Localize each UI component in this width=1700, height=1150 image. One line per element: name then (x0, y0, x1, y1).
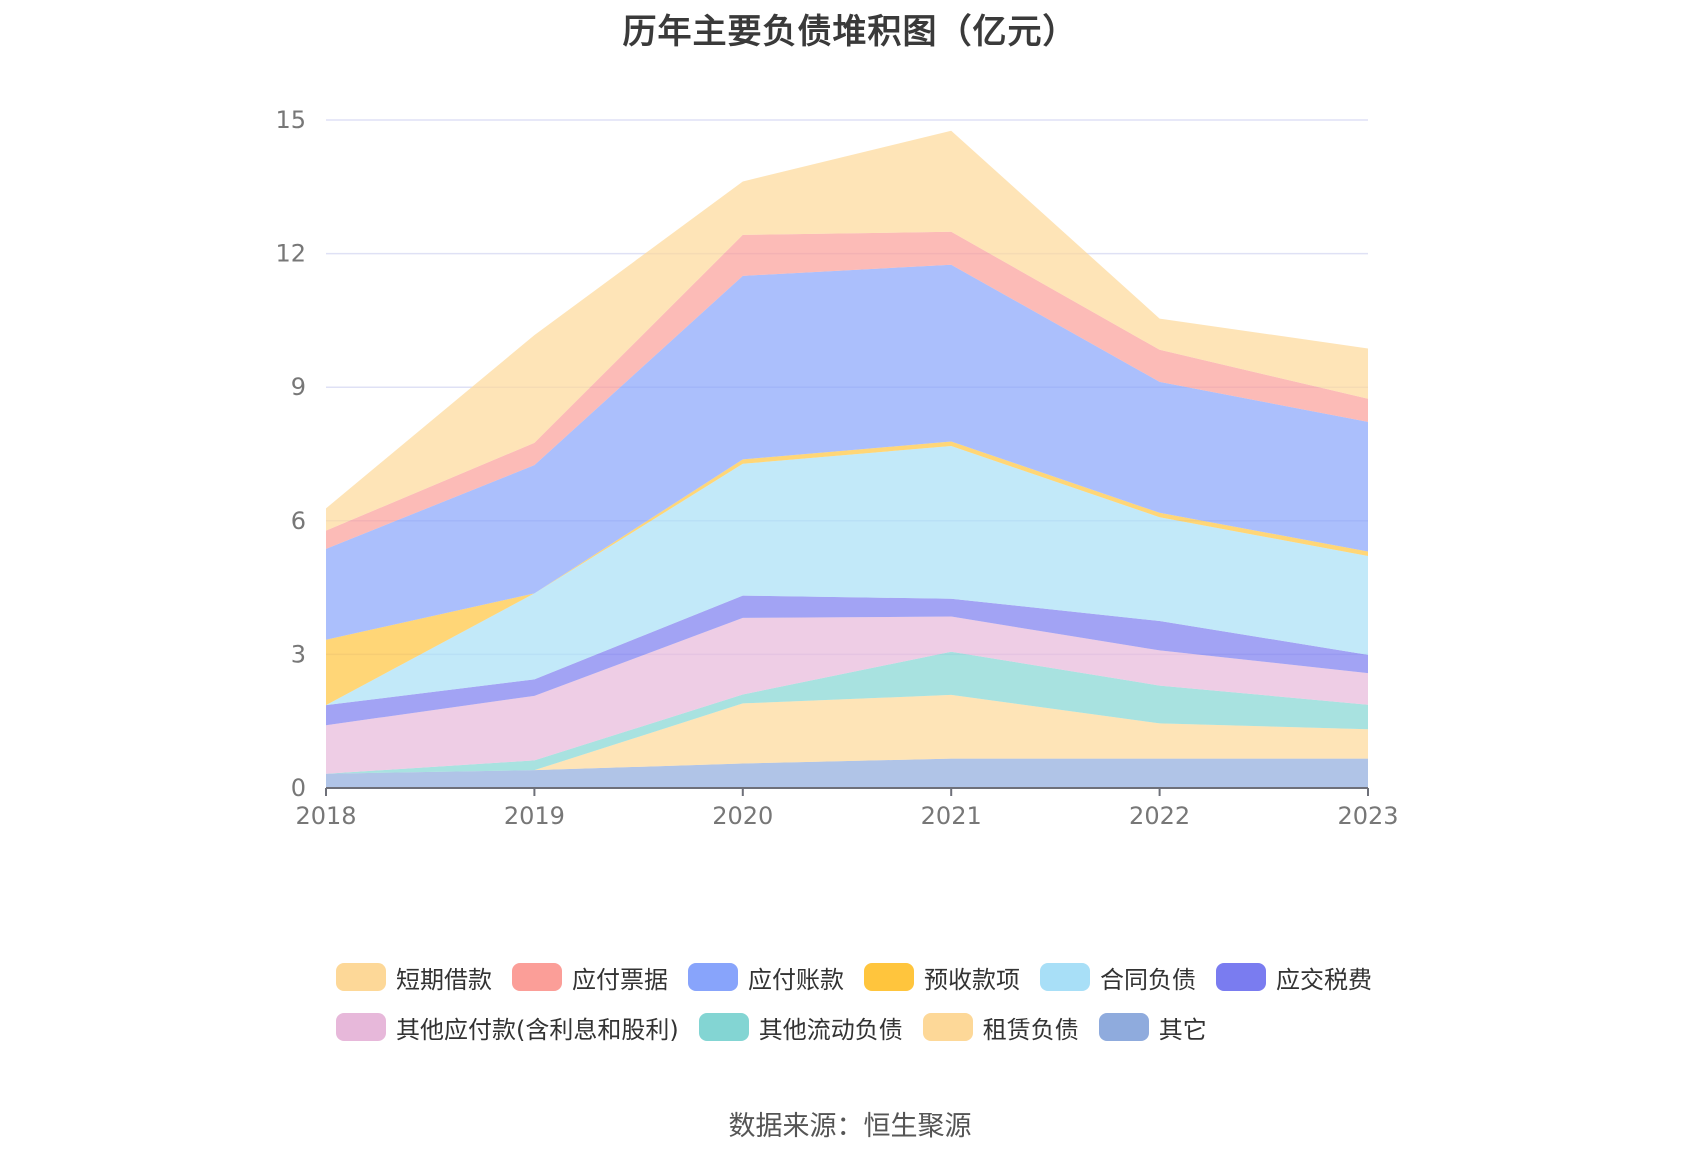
legend-item[interactable]: 合同负债 (1040, 960, 1196, 995)
y-tick-label: 6 (291, 507, 306, 535)
legend-swatch (864, 963, 914, 991)
legend-label: 应交税费 (1276, 965, 1372, 994)
area-series (326, 130, 1368, 788)
legend-swatch (336, 963, 386, 991)
legend-item[interactable]: 其它 (1098, 1010, 1207, 1045)
legend-label: 其它 (1158, 1015, 1207, 1044)
area-series-0 (326, 758, 1368, 788)
legend-label: 其他流动负债 (758, 1015, 903, 1044)
legend-item[interactable]: 应交税费 (1216, 960, 1372, 995)
x-tick-label: 2018 (295, 802, 356, 830)
legend-item[interactable]: 其他流动负债 (698, 1010, 903, 1045)
legend-row-2: 其他应付款(含利息和股利) 其他流动负债 租赁负债 其它 (336, 1002, 1436, 1052)
y-tick-label: 0 (291, 774, 306, 802)
legend-label: 应付票据 (572, 965, 668, 994)
legend-swatch (1216, 963, 1266, 991)
legend-item[interactable]: 租赁负债 (922, 1010, 1079, 1045)
legend-item[interactable]: 短期借款 (336, 960, 492, 995)
legend: 短期借款 应付票据 应付账款 预收款项 合同负债 应交税费 其他应付款(含利息和股利) 其他… (336, 952, 1436, 1052)
stacked-area-chart: 0 3 6 9 12 15 2018 2019 2020 2021 2022 2023 (275, 106, 1398, 830)
x-tick-label: 2021 (921, 802, 982, 830)
y-tick-label: 9 (291, 373, 306, 401)
area-series-3 (326, 616, 1368, 774)
axes: 0 3 6 9 12 15 2018 2019 2020 2021 2022 2023 (275, 106, 1398, 830)
x-tick-label: 2022 (1129, 802, 1190, 830)
legend-label: 预收款项 (924, 965, 1020, 994)
legend-item[interactable]: 应付票据 (512, 960, 668, 995)
legend-label: 应付账款 (748, 965, 844, 994)
legend-item[interactable]: 其他应付款(含利息和股利) (336, 1010, 679, 1045)
legend-swatch (698, 1013, 749, 1041)
legend-label: 合同负债 (1100, 965, 1196, 994)
legend-label: 短期借款 (396, 965, 492, 994)
chart-title: 历年主要负债堆积图（亿元） (622, 12, 1078, 52)
area-series-1 (326, 694, 1368, 774)
area-series-4 (326, 595, 1368, 726)
x-tick-label: 2020 (712, 802, 773, 830)
legend-swatch (922, 1013, 973, 1041)
legend-swatch (688, 963, 738, 991)
legend-swatch (512, 963, 562, 991)
area-series-5 (326, 445, 1368, 706)
y-tick-label: 15 (275, 106, 306, 134)
area-series-7 (326, 264, 1368, 640)
legend-label: 其他应付款(含利息和股利) (396, 1015, 679, 1044)
x-tick-label: 2019 (504, 802, 565, 830)
data-source: 数据来源：恒生聚源 (728, 1111, 972, 1142)
legend-swatch (1040, 963, 1090, 991)
legend-swatch (1098, 1013, 1149, 1041)
y-tick-label: 12 (275, 240, 306, 268)
legend-row-1: 短期借款 应付票据 应付账款 预收款项 合同负债 应交税费 (336, 952, 1436, 1002)
area-series-9 (326, 130, 1368, 531)
area-series-2 (326, 651, 1368, 774)
x-tick-label: 2023 (1337, 802, 1398, 830)
legend-item[interactable]: 应付账款 (688, 960, 844, 995)
y-tick-label: 3 (291, 640, 306, 668)
legend-swatch (336, 1013, 386, 1041)
legend-label: 租赁负债 (982, 1015, 1079, 1044)
legend-item[interactable]: 预收款项 (864, 960, 1020, 995)
